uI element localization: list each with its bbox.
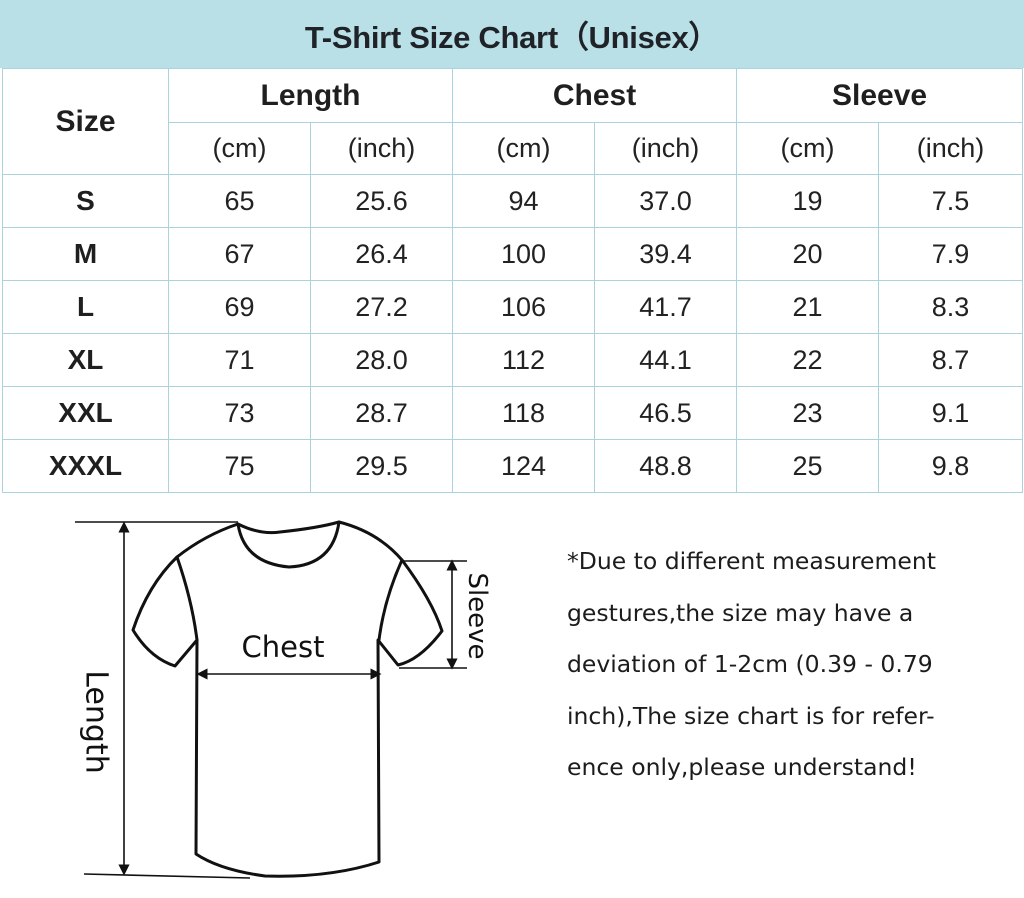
length-inch-cell: 25.6: [309, 174, 454, 228]
length-cm-cell: 71: [168, 333, 311, 387]
note-line: ence only,please understand!: [567, 753, 917, 781]
tshirt-measurement-diagram: Length Chest Sleeve: [0, 505, 540, 893]
length-cm-cell: 65: [168, 174, 311, 228]
chest-inch-cell: 41.7: [594, 280, 738, 334]
length-inch-cell: 29.5: [309, 439, 454, 493]
chest-cm-cell: 118: [452, 386, 596, 440]
length-inch-cell: 27.2: [309, 280, 454, 334]
table-row: XXL 73 28.7 118 46.5 23 9.1: [2, 386, 1024, 440]
sleeve-inch-header: (inch): [878, 122, 1024, 175]
chest-cm-header: (cm): [452, 122, 596, 175]
chart-title: T-Shirt Size Chart（Unisex）: [304, 19, 720, 55]
size-cell: XXL: [2, 386, 169, 440]
chest-inch-cell: 48.8: [594, 439, 738, 493]
length-label: Length: [78, 670, 114, 774]
sleeve-inch-cell: 7.9: [878, 227, 1024, 281]
size-cell: XL: [2, 333, 169, 387]
tshirt-outline-icon: [75, 520, 467, 879]
chest-group-header: Chest: [452, 68, 738, 123]
sleeve-inch-cell: 9.1: [878, 386, 1024, 440]
length-cm-cell: 67: [168, 227, 311, 281]
measurement-disclaimer: *Due to different measurement gestures,t…: [567, 536, 987, 794]
length-group-header: Length: [167, 68, 454, 123]
note-line: *Due to different measurement: [567, 547, 936, 575]
note-line: gestures,the size may have a: [567, 598, 914, 627]
table-row: M 67 26.4 100 39.4 20 7.9: [2, 227, 1024, 281]
chest-inch-header: (inch): [594, 122, 738, 175]
sleeve-inch-cell: 8.7: [878, 333, 1024, 387]
chest-label: Chest: [241, 630, 325, 664]
chest-cm-cell: 106: [452, 280, 596, 334]
length-cm-header: (cm): [168, 122, 311, 175]
table-row: L 69 27.2 106 41.7 21 8.3: [2, 280, 1024, 334]
sleeve-cm-cell: 23: [736, 386, 880, 440]
sleeve-inch-cell: 9.8: [878, 439, 1024, 493]
chest-inch-cell: 46.5: [594, 386, 738, 440]
chest-inch-cell: 44.1: [594, 333, 738, 387]
length-inch-cell: 28.7: [309, 386, 454, 440]
chart-title-bar: T-Shirt Size Chart（Unisex）: [0, 0, 1024, 68]
size-cell: M: [2, 227, 169, 281]
chest-inch-cell: 37.0: [594, 174, 738, 228]
size-cell: S: [2, 174, 169, 228]
sleeve-cm-cell: 22: [736, 333, 880, 387]
chest-inch-cell: 39.4: [594, 227, 738, 281]
table-group-header-row: Size Length Chest Sleeve: [2, 68, 1024, 175]
table-row: S 65 25.6 94 37.0 19 7.5: [2, 174, 1024, 228]
length-inch-header: (inch): [309, 122, 454, 175]
chest-cm-cell: 100: [452, 227, 596, 281]
sleeve-inch-cell: 8.3: [878, 280, 1024, 334]
chest-cm-cell: 94: [452, 174, 596, 228]
size-cell: L: [2, 280, 169, 334]
note-line: deviation of 1-2cm (0.39 - 0.79: [567, 650, 933, 678]
sleeve-inch-cell: 7.5: [878, 174, 1024, 228]
sleeve-label: Sleeve: [462, 572, 492, 660]
sleeve-group-header: Sleeve: [736, 68, 1024, 123]
chest-cm-cell: 124: [452, 439, 596, 493]
sleeve-cm-cell: 21: [736, 280, 880, 334]
sleeve-cm-header: (cm): [736, 122, 880, 175]
length-inch-cell: 26.4: [309, 227, 454, 281]
note-line: inch),The size chart is for refer-: [567, 701, 935, 730]
sleeve-cm-cell: 19: [736, 174, 880, 228]
size-column-header: Size: [2, 68, 169, 175]
length-cm-cell: 73: [168, 386, 311, 440]
table-row: XXXL 75 29.5 124 48.8 25 9.8: [2, 439, 1024, 493]
length-cm-cell: 69: [168, 280, 311, 334]
table-row: XL 71 28.0 112 44.1 22 8.7: [2, 333, 1024, 387]
length-cm-cell: 75: [168, 439, 311, 493]
chest-cm-cell: 112: [452, 333, 596, 387]
size-cell: XXXL: [2, 439, 169, 493]
length-inch-cell: 28.0: [309, 333, 454, 387]
size-table: Size Length Chest Sleeve (cm) (inch) (cm…: [2, 68, 1024, 493]
sleeve-cm-cell: 20: [736, 227, 880, 281]
sleeve-cm-cell: 25: [736, 439, 880, 493]
